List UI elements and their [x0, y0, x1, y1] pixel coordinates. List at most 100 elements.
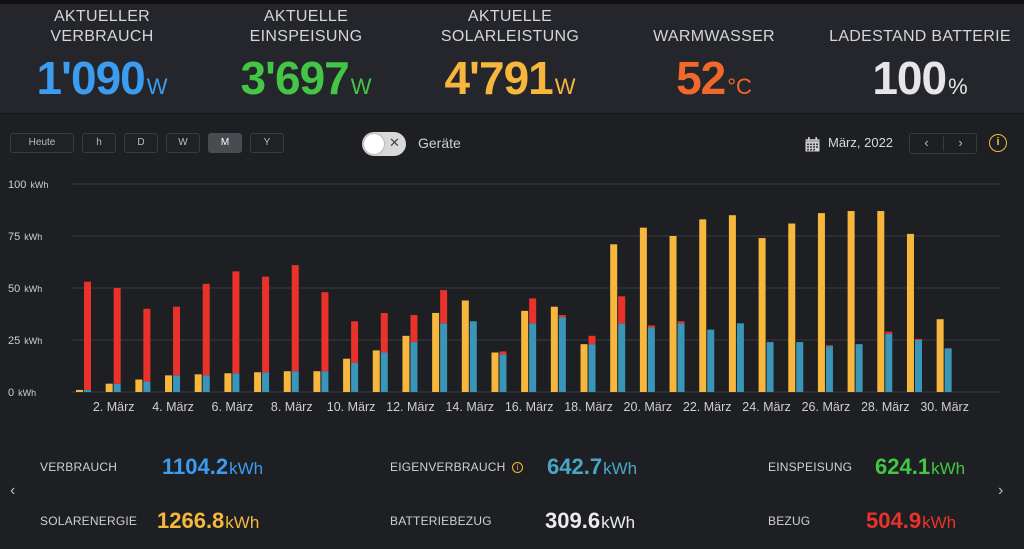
bar-self-consumption [707, 329, 715, 392]
summary-number: 1104.2 [162, 454, 229, 479]
info-icon[interactable]: i [989, 134, 1007, 152]
x-tick-label: 16. März [505, 400, 554, 414]
metric-consumption: AKTUELLER VERBRAUCH 1'090W [0, 4, 204, 114]
summary-number: 504.9 [866, 508, 922, 533]
summary-solar-energy: SOLARENERGIE 1266.8kWh [40, 508, 300, 534]
summary-unit: kWh [931, 459, 966, 478]
bar-solar [402, 335, 410, 392]
metric-value: 3'697W [204, 53, 408, 112]
range-button-hour[interactable]: h [82, 133, 116, 153]
bar-solar [521, 310, 529, 392]
metric-label-line1: AKTUELLER [53, 8, 151, 25]
bar-solar [313, 371, 321, 392]
bar-grid-import [529, 298, 537, 324]
metric-unit: W [350, 74, 372, 99]
summary-label-text: EIGENVERBRAUCH [390, 460, 506, 474]
metric-label: AKTUELLER VERBRAUCH [0, 4, 204, 47]
summary-value: 309.6kWh [545, 508, 635, 534]
summary-consumption: VERBRAUCH 1104.2kWh [40, 454, 300, 480]
x-tick-label: 10. März [327, 400, 376, 414]
bar-self-consumption [766, 342, 774, 392]
calendar-icon[interactable] [805, 137, 820, 152]
bar-grid-import [914, 338, 922, 340]
bar-self-consumption [380, 352, 388, 392]
bar-self-consumption [84, 389, 91, 392]
summary-battery-draw: BATTERIEBEZUG 309.6kWh [390, 508, 670, 534]
range-button-year[interactable]: Y [250, 133, 284, 153]
bar-solar [105, 383, 113, 392]
bar-grid-import [321, 292, 329, 372]
summary-panel: ‹ › VERBRAUCH 1104.2kWh EIGENVERBRAUCH i… [0, 440, 1024, 549]
energy-bar-chart: 0 kWh 25 kWh 50 kWh 75 kWh 100 kWh 2. März 4. März 6… [8, 179, 1000, 414]
bar-grid-import [113, 288, 121, 384]
x-tick-label: 4. März [152, 400, 194, 414]
summary-prev-button[interactable]: ‹ [10, 482, 16, 499]
bar-solar [877, 211, 885, 392]
x-tick-label: 28. März [861, 400, 910, 414]
y-tick-label: 75 kWh [8, 231, 42, 243]
summary-number: 642.7 [547, 454, 603, 479]
metric-label: WARMWASSER [653, 28, 775, 45]
metric-label-line1: AKTUELLE [263, 8, 349, 25]
metric-value: 100% [816, 53, 1024, 112]
x-tick-label: 22. März [683, 400, 732, 414]
x-tick-label: 30. März [920, 400, 969, 414]
range-button-today[interactable]: Heute [10, 133, 74, 153]
bar-self-consumption [351, 362, 359, 392]
bar-self-consumption [736, 323, 744, 392]
bar-solar [580, 344, 588, 392]
next-month-button[interactable]: › [958, 135, 963, 150]
metric-number: 3'697 [240, 52, 349, 104]
metric-label: AKTUELLE SOLARLEISTUNG [408, 4, 612, 47]
bar-solar [254, 372, 262, 392]
bar-solar [165, 375, 173, 392]
summary-next-button[interactable]: › [998, 482, 1004, 499]
bar-self-consumption [232, 373, 240, 392]
bar-grid-import [440, 290, 448, 324]
chart-controls: Heute h D W M Y ✕ Geräte März, 2022 ‹ › … [0, 115, 1024, 171]
summary-self-consumption: EIGENVERBRAUCH i 642.7kWh [390, 454, 670, 480]
bar-self-consumption [529, 323, 537, 392]
metric-solar-power: AKTUELLE SOLARLEISTUNG 4'791W [408, 4, 612, 114]
bar-self-consumption [499, 354, 507, 392]
bar-self-consumption [796, 342, 804, 392]
bar-solar [610, 244, 618, 392]
devices-toggle[interactable]: ✕ [362, 132, 406, 156]
bar-self-consumption [291, 371, 299, 392]
metric-value: 1'090W [0, 53, 204, 112]
metric-number: 1'090 [36, 52, 145, 104]
bar-self-consumption [469, 321, 477, 392]
range-button-week[interactable]: W [166, 133, 200, 153]
bar-self-consumption [143, 381, 151, 392]
x-tick-label: 24. März [742, 400, 791, 414]
range-button-month[interactable]: M [208, 133, 242, 153]
summary-value: 624.1kWh [875, 454, 965, 480]
metric-number: 4'791 [444, 52, 553, 104]
bar-self-consumption [173, 375, 181, 392]
bar-grid-import [499, 351, 507, 355]
x-tick-label: 14. März [445, 400, 494, 414]
x-tick-label: 20. März [624, 400, 673, 414]
bar-grid-import [291, 265, 299, 372]
summary-unit: kWh [225, 513, 260, 532]
bar-self-consumption [410, 342, 418, 392]
bar-solar [283, 371, 291, 392]
bar-grid-import [380, 312, 388, 353]
bar-solar [343, 358, 351, 392]
info-icon[interactable]: i [512, 462, 524, 473]
bar-solar [817, 213, 825, 392]
metric-label-line2: VERBRAUCH [50, 28, 154, 45]
range-button-day[interactable]: D [124, 133, 158, 153]
close-icon: ✕ [389, 135, 400, 150]
summary-value: 642.7kWh [547, 454, 637, 480]
bar-solar [461, 300, 469, 392]
bar-grid-import [173, 306, 181, 376]
summary-label: VERBRAUCH [40, 460, 118, 474]
bar-self-consumption [113, 383, 121, 392]
prev-month-button[interactable]: ‹ [924, 135, 929, 150]
metric-unit: W [146, 74, 168, 99]
y-tick-label: 0 kWh [8, 387, 36, 399]
bar-self-consumption [944, 348, 952, 392]
metric-value: 4'791W [408, 53, 612, 112]
y-tick-label: 50 kWh [8, 283, 42, 295]
